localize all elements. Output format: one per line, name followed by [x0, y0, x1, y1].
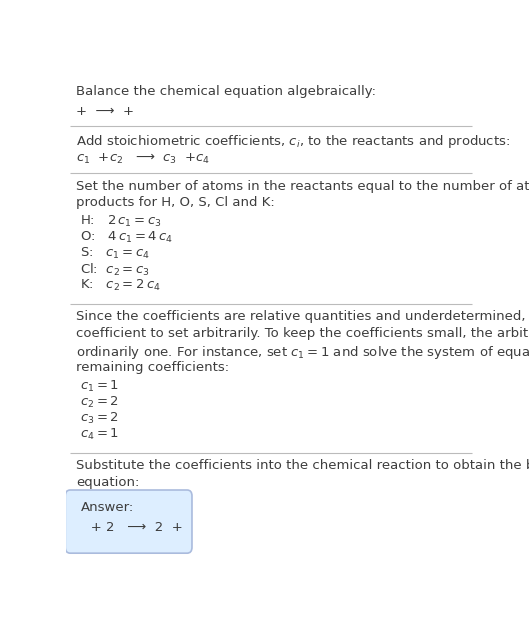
Text: Balance the chemical equation algebraically:: Balance the chemical equation algebraica… — [76, 85, 376, 98]
Text: $c_1$  +$c_2$   ⟶  $c_3$  +$c_4$: $c_1$ +$c_2$ ⟶ $c_3$ +$c_4$ — [76, 152, 211, 166]
Text: K:   $c_2 = 2\,c_4$: K: $c_2 = 2\,c_4$ — [80, 278, 161, 293]
Text: $c_1 = 1$: $c_1 = 1$ — [80, 379, 120, 394]
Text: Since the coefficients are relative quantities and underdetermined, choose a: Since the coefficients are relative quan… — [76, 310, 529, 323]
Text: coefficient to set arbitrarily. To keep the coefficients small, the arbitrary va: coefficient to set arbitrarily. To keep … — [76, 327, 529, 340]
Text: Add stoichiometric coefficients, $c_i$, to the reactants and products:: Add stoichiometric coefficients, $c_i$, … — [76, 132, 510, 150]
Text: $c_3 = 2$: $c_3 = 2$ — [80, 411, 120, 426]
Text: equation:: equation: — [76, 476, 140, 489]
Text: Cl:  $c_2 = c_3$: Cl: $c_2 = c_3$ — [80, 262, 151, 278]
FancyBboxPatch shape — [65, 490, 192, 553]
Text: Set the number of atoms in the reactants equal to the number of atoms in the: Set the number of atoms in the reactants… — [76, 179, 529, 192]
Text: $c_2 = 2$: $c_2 = 2$ — [80, 395, 120, 410]
Text: H:   $2\,c_1 = c_3$: H: $2\,c_1 = c_3$ — [80, 213, 162, 229]
Text: S:   $c_1 = c_4$: S: $c_1 = c_4$ — [80, 246, 150, 261]
Text: + 2   ⟶  2  +: + 2 ⟶ 2 + — [78, 521, 183, 534]
Text: Substitute the coefficients into the chemical reaction to obtain the balanced: Substitute the coefficients into the che… — [76, 459, 529, 472]
Text: ordinarily one. For instance, set $c_1 = 1$ and solve the system of equations fo: ordinarily one. For instance, set $c_1 =… — [76, 344, 529, 361]
Text: remaining coefficients:: remaining coefficients: — [76, 361, 230, 374]
Text: O:   $4\,c_1 = 4\,c_4$: O: $4\,c_1 = 4\,c_4$ — [80, 230, 174, 245]
Text: products for H, O, S, Cl and K:: products for H, O, S, Cl and K: — [76, 196, 275, 210]
Text: $c_4 = 1$: $c_4 = 1$ — [80, 427, 120, 442]
Text: Answer:: Answer: — [80, 500, 134, 514]
Text: +  ⟶  +: + ⟶ + — [76, 105, 134, 118]
